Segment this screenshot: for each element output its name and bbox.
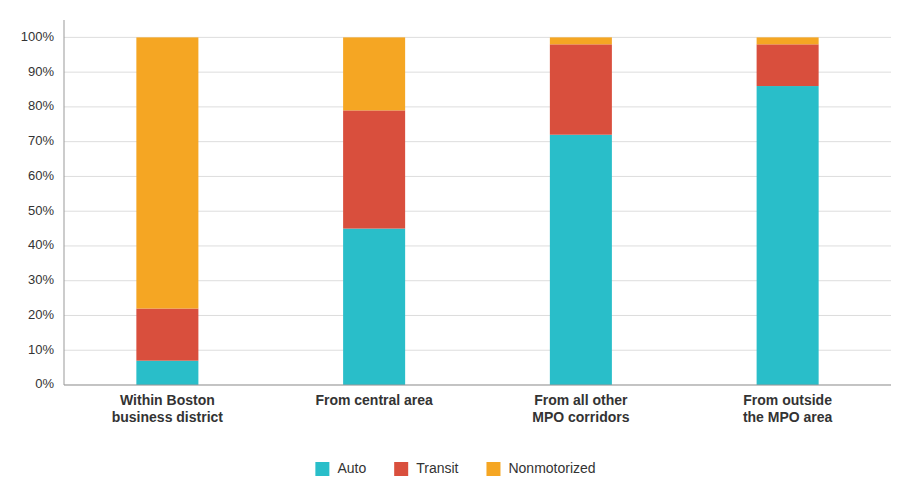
y-tick-label: 100% (21, 29, 55, 44)
x-tick-label: From all otherMPO corridors (532, 392, 629, 425)
x-tick-label-line: the MPO area (743, 409, 833, 425)
y-tick-label: 0% (35, 376, 54, 391)
bar-segment (136, 37, 198, 308)
y-tick-label: 90% (28, 64, 54, 79)
legend-swatch (394, 462, 408, 476)
bar-segment (550, 44, 612, 134)
y-tick-label: 30% (28, 272, 54, 287)
legend-swatch (315, 462, 329, 476)
x-axis-line (64, 385, 891, 386)
bars (136, 37, 818, 385)
bar-segment (757, 44, 819, 86)
y-tick-label: 60% (28, 168, 54, 183)
bar-segment (550, 135, 612, 385)
legend-label: Auto (337, 460, 366, 476)
x-tick-label: From central area (315, 392, 433, 408)
bar-segment (757, 86, 819, 385)
bar-segment (550, 37, 612, 44)
y-tick-label: 80% (28, 98, 54, 113)
x-tick-label-line: From outside (743, 392, 832, 408)
legend-label: Nonmotorized (508, 460, 595, 476)
bar-segment (757, 37, 819, 44)
x-tick-label-line: From central area (315, 392, 433, 408)
x-tick-label-line: MPO corridors (532, 409, 629, 425)
legend-swatch (486, 462, 500, 476)
bar-segment (343, 229, 405, 385)
y-tick-label: 10% (28, 342, 54, 357)
x-tick-label-line: business district (112, 409, 224, 425)
grid-line (64, 385, 891, 386)
x-tick-label-line: Within Boston (120, 392, 215, 408)
y-tick-label: 40% (28, 237, 54, 252)
y-tick-label: 50% (28, 203, 54, 218)
legend: Auto Transit Nonmotorized (315, 460, 595, 476)
bar-segment (343, 37, 405, 110)
legend-label: Transit (416, 460, 458, 476)
bar-segment (136, 309, 198, 361)
x-tick-label: From outsidethe MPO area (743, 392, 833, 425)
y-tick-label: 20% (28, 307, 54, 322)
grid (64, 37, 891, 385)
bar-segment (136, 361, 198, 385)
bar-segment (343, 110, 405, 228)
x-tick-label-line: From all other (534, 392, 628, 408)
chart: 0% 10% 20% 30% 40% 50% 60% 70% 80% 90% 100% Within … (0, 0, 911, 497)
y-axis-line (64, 20, 65, 385)
x-tick-label: Within Bostonbusiness district (112, 392, 224, 425)
y-tick-label: 70% (28, 133, 54, 148)
